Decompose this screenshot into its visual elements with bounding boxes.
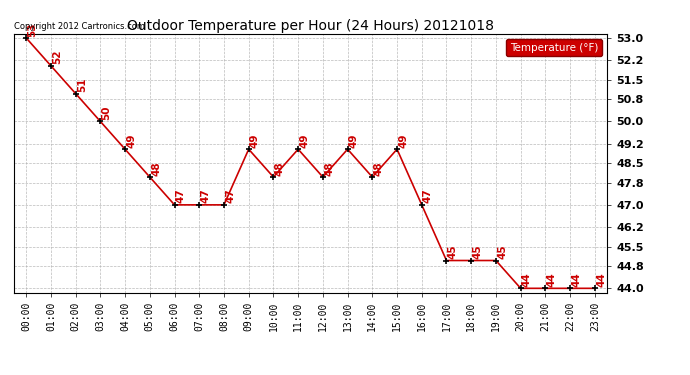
Text: 44: 44 — [596, 272, 606, 287]
Text: 48: 48 — [373, 161, 384, 176]
Text: Copyright 2012 Cartronics.com: Copyright 2012 Cartronics.com — [14, 22, 145, 31]
Text: 48: 48 — [275, 161, 285, 176]
Text: 49: 49 — [398, 134, 408, 148]
Text: 45: 45 — [497, 244, 507, 259]
Text: 44: 44 — [546, 272, 557, 287]
Text: 53: 53 — [28, 22, 37, 36]
Text: 49: 49 — [250, 134, 260, 148]
Text: 49: 49 — [299, 134, 309, 148]
Text: 47: 47 — [225, 189, 235, 204]
Text: 49: 49 — [126, 134, 137, 148]
Text: 45: 45 — [448, 244, 457, 259]
Text: 49: 49 — [349, 134, 359, 148]
Text: 44: 44 — [522, 272, 532, 287]
Text: 45: 45 — [473, 244, 482, 259]
Text: 47: 47 — [176, 189, 186, 204]
Text: 47: 47 — [423, 189, 433, 204]
Text: 51: 51 — [77, 78, 87, 92]
Text: 47: 47 — [201, 189, 210, 204]
Text: 48: 48 — [324, 161, 334, 176]
Title: Outdoor Temperature per Hour (24 Hours) 20121018: Outdoor Temperature per Hour (24 Hours) … — [127, 19, 494, 33]
Text: 48: 48 — [151, 161, 161, 176]
Text: 44: 44 — [571, 272, 582, 287]
Text: 52: 52 — [52, 50, 62, 64]
Text: 50: 50 — [101, 105, 112, 120]
Legend: Temperature (°F): Temperature (°F) — [506, 39, 602, 56]
